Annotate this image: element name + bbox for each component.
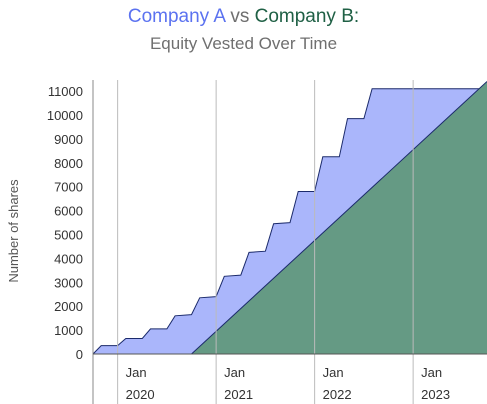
y-tick-label: 0 [76,347,83,362]
x-tick-label-month: Jan [323,365,344,380]
series-company-b-area [93,81,487,354]
x-tick-label-year: 2022 [323,387,352,402]
chart-subtitle: Equity Vested Over Time [149,34,338,53]
y-tick-label: 4000 [54,251,83,266]
x-tick-label-month: Jan [421,365,442,380]
y-tick-label: 8000 [54,156,83,171]
series-company-a-line [93,88,487,355]
y-axis-label: Number of shares [6,179,21,283]
y-tick-label: 11000 [48,84,83,99]
title-company-a: Company A [127,6,226,27]
y-tick-label: 7000 [54,180,83,195]
x-tick-label-year: 2023 [421,387,450,402]
y-tick-label: 9000 [54,132,83,147]
y-tick-label: 3000 [54,275,83,290]
x-tick-label-year: 2020 [126,387,155,402]
y-tick-label: 6000 [54,204,83,219]
y-tick-label: 1000 [54,323,83,338]
title-vs: vs [230,6,250,27]
x-tick-label-month: Jan [126,365,147,380]
title-company-b: Company B: [254,6,360,27]
x-tick-label-month: Jan [224,365,245,380]
y-tick-label: 10000 [47,108,83,123]
y-tick-label: 5000 [54,228,83,243]
y-tick-label: 2000 [54,299,83,314]
x-tick-label-year: 2021 [224,387,253,402]
chart-title: Company A vs Company B: [0,6,487,28]
